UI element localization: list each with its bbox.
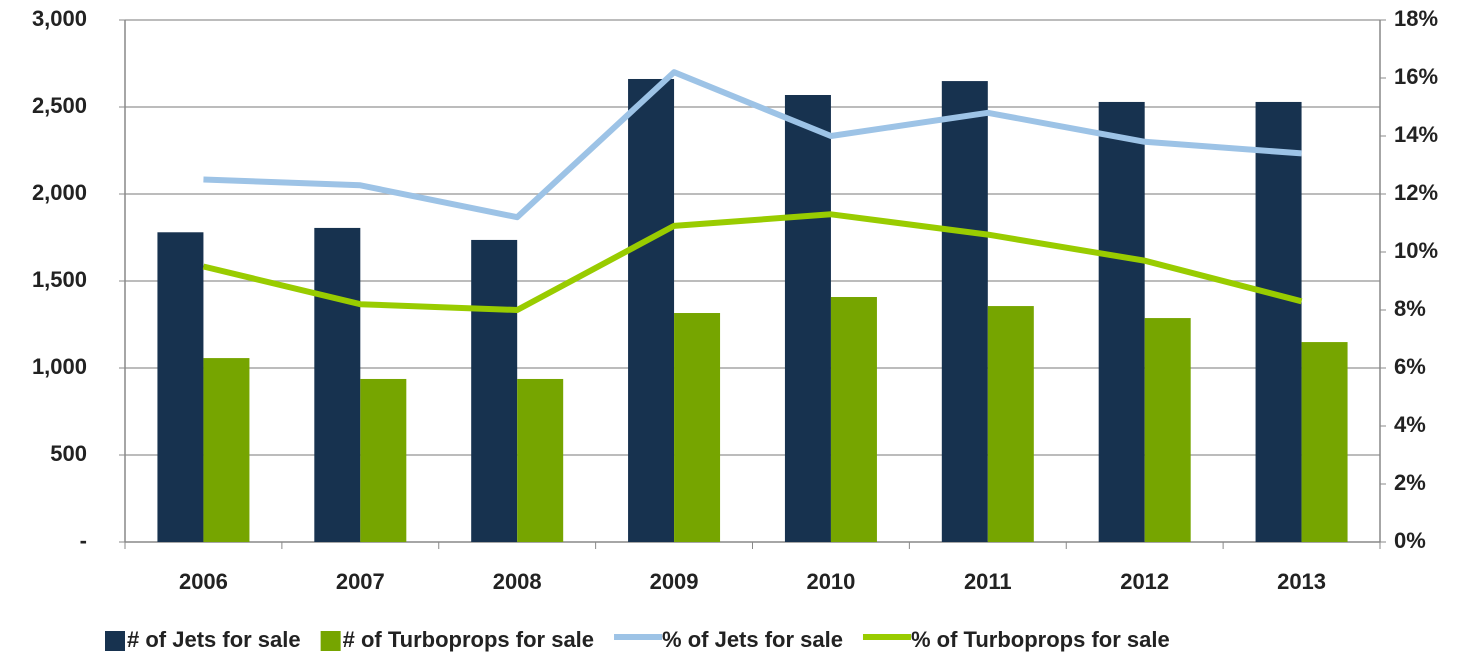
y2-tick-label: 0% — [1394, 528, 1426, 553]
x-tick-label: 2011 — [964, 569, 1012, 594]
y-tick-label: - — [80, 528, 87, 553]
y2-tick-label: 8% — [1394, 296, 1426, 321]
x-tick-label: 2008 — [493, 569, 542, 594]
y-tick-label: 3,000 — [32, 6, 87, 31]
y-tick-label: 1,000 — [32, 354, 87, 379]
y-tick-label: 2,000 — [32, 180, 87, 205]
x-tick-label: 2009 — [650, 569, 699, 594]
y2-tick-label: 6% — [1394, 354, 1426, 379]
bar — [157, 232, 204, 542]
legend-label: % of Jets for sale — [662, 627, 843, 652]
legend-swatch — [105, 631, 125, 651]
bar — [987, 306, 1034, 542]
x-tick-label: 2010 — [806, 569, 855, 594]
y-tick-label: 1,500 — [32, 267, 87, 292]
bar — [784, 94, 831, 542]
line — [203, 69, 1302, 221]
line — [202, 211, 1303, 313]
bar — [517, 378, 564, 542]
bar — [1301, 342, 1348, 542]
y-tick-label: 500 — [50, 441, 87, 466]
y2-tick-label: 14% — [1394, 122, 1438, 147]
x-tick-label: 2007 — [336, 569, 385, 594]
bar — [628, 78, 675, 543]
y2-tick-label: 16% — [1394, 64, 1438, 89]
y2-tick-label: 12% — [1394, 180, 1438, 205]
bar — [1255, 101, 1302, 542]
bar — [360, 378, 407, 542]
x-tick-label: 2013 — [1277, 569, 1326, 594]
bar — [471, 239, 518, 542]
bar — [1144, 318, 1191, 542]
bar — [674, 313, 721, 542]
bar — [1098, 101, 1145, 542]
legend-label: % of Turboprops for sale — [911, 627, 1170, 652]
bar — [941, 81, 988, 542]
bar — [830, 297, 877, 542]
y2-tick-label: 18% — [1394, 6, 1438, 31]
y2-tick-label: 10% — [1394, 238, 1438, 263]
x-tick-label: 2006 — [179, 569, 228, 594]
legend-label: # of Jets for sale — [127, 627, 301, 652]
y2-tick-label: 2% — [1394, 470, 1426, 495]
legend-swatch — [320, 631, 341, 651]
bar — [203, 358, 250, 542]
legend-label: # of Turboprops for sale — [343, 627, 594, 652]
bar — [314, 227, 361, 542]
y2-tick-label: 4% — [1394, 412, 1426, 437]
y-tick-label: 2,500 — [32, 93, 87, 118]
x-tick-label: 2012 — [1120, 569, 1169, 594]
